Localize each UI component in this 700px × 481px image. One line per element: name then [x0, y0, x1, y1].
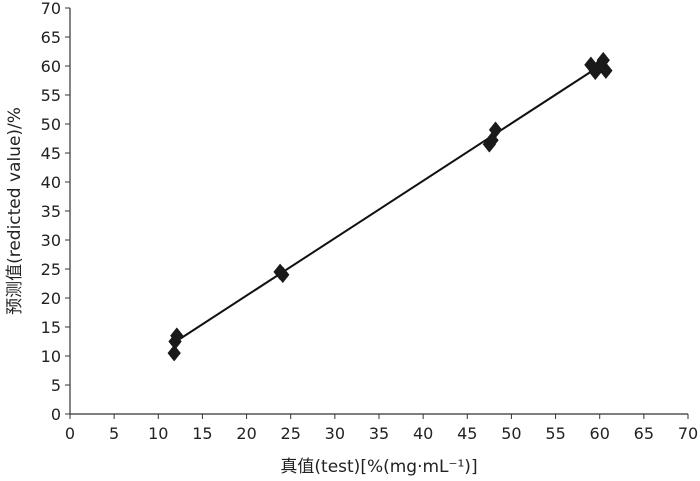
data-point	[488, 121, 503, 139]
x-ticks: 0 5 10 15 20 25 30 35 40 45 50 55 60 65 70	[65, 414, 698, 443]
x-tick-label: 55	[545, 424, 565, 443]
y-tick-label: 0	[51, 405, 61, 424]
x-tick-label: 25	[281, 424, 301, 443]
y-tick-label: 15	[41, 318, 61, 337]
y-tick-label: 65	[41, 28, 61, 47]
y-tick-label: 10	[41, 347, 61, 366]
y-axis-title: 预测值(redicted value)/%	[5, 107, 25, 315]
fit-line	[175, 65, 601, 343]
x-tick-label: 5	[109, 424, 119, 443]
data-point	[599, 62, 613, 80]
y-tick-label: 70	[41, 0, 61, 18]
x-tick-label: 30	[325, 424, 345, 443]
y-tick-label: 25	[41, 260, 61, 279]
data-point	[276, 266, 290, 284]
y-tick-label: 55	[41, 86, 61, 105]
y-tick-label: 50	[41, 115, 61, 134]
y-ticks: 0 5 10 15 20 25 30 35 40 45 50 55 60 65 70	[41, 0, 70, 424]
data-point	[167, 344, 181, 362]
y-tick-label: 20	[41, 289, 61, 308]
data-point	[170, 327, 184, 345]
x-tick-label: 45	[457, 424, 477, 443]
x-tick-label: 60	[590, 424, 610, 443]
x-tick-label: 70	[678, 424, 698, 443]
y-tick-label: 45	[41, 144, 61, 163]
x-tick-label: 15	[192, 424, 212, 443]
x-tick-label: 65	[634, 424, 654, 443]
x-tick-label: 20	[236, 424, 256, 443]
x-tick-label: 35	[369, 424, 389, 443]
fit-line-group	[175, 65, 601, 343]
y-tick-label: 60	[41, 57, 61, 76]
x-tick-label: 40	[413, 424, 433, 443]
y-tick-label: 40	[41, 173, 61, 192]
y-tick-label: 30	[41, 231, 61, 250]
x-tick-label: 10	[148, 424, 168, 443]
x-axis-title: 真值(test)[%(mg·mL⁻¹)]	[280, 457, 477, 477]
y-tick-label: 35	[41, 202, 61, 221]
data-point	[485, 131, 499, 149]
x-tick-label: 50	[501, 424, 521, 443]
data-points	[167, 51, 613, 362]
x-tick-label: 0	[65, 424, 75, 443]
y-tick-label: 5	[51, 376, 61, 395]
